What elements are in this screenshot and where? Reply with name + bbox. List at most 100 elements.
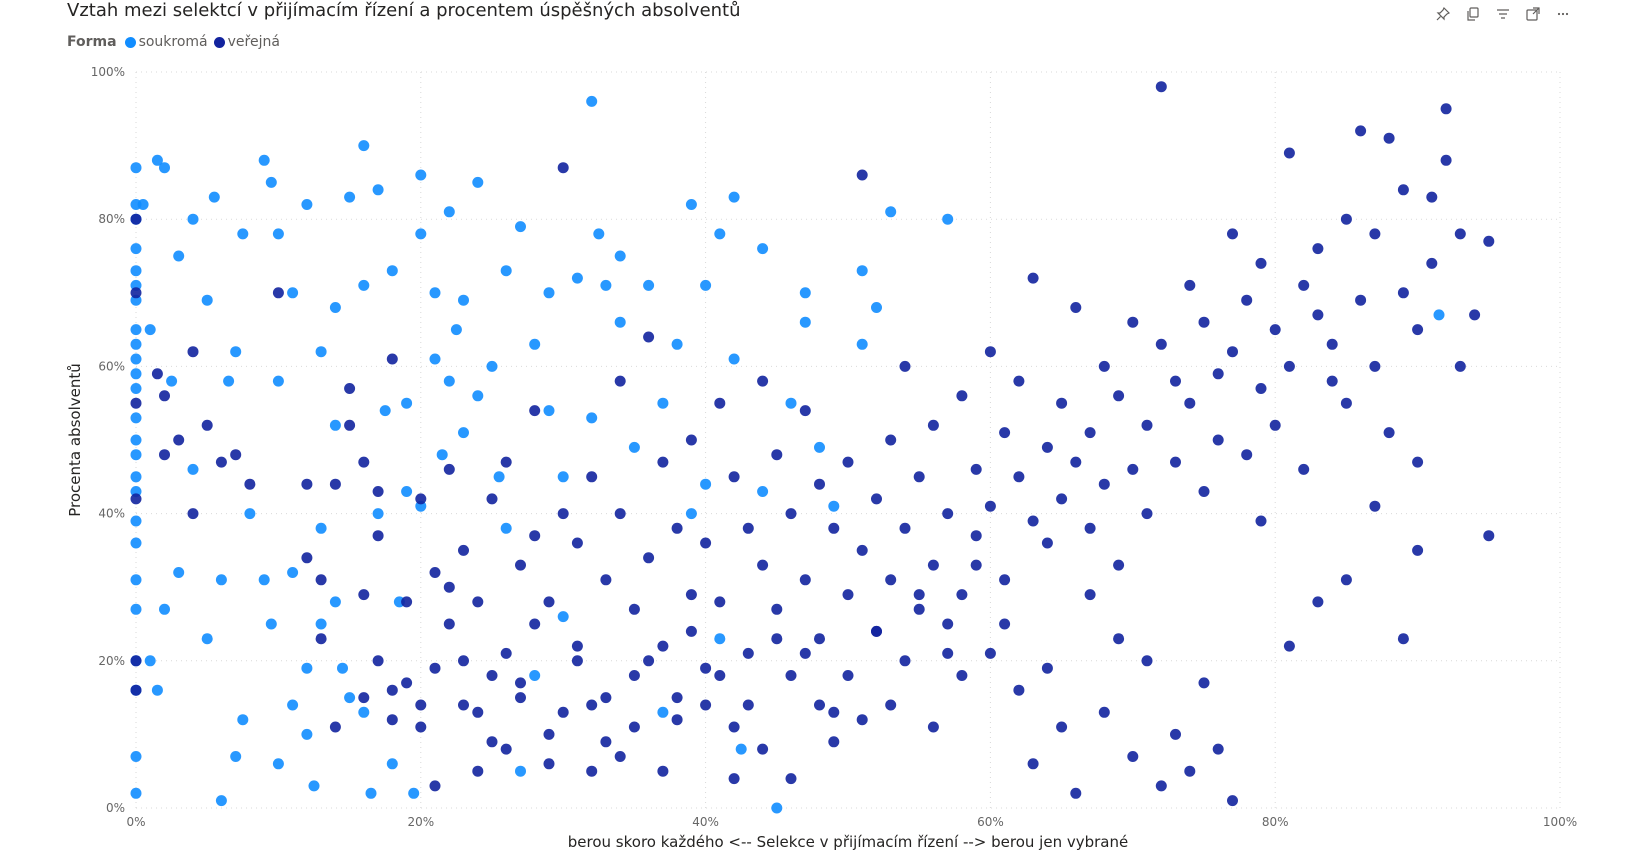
data-point[interactable] xyxy=(714,633,726,645)
data-point[interactable] xyxy=(1340,213,1352,225)
data-point[interactable] xyxy=(230,751,242,762)
data-point[interactable] xyxy=(799,647,811,659)
data-point[interactable] xyxy=(515,765,526,777)
data-point[interactable] xyxy=(1255,383,1267,394)
data-point[interactable] xyxy=(614,751,626,762)
data-point[interactable] xyxy=(1454,228,1466,240)
data-point[interactable] xyxy=(1170,728,1181,740)
data-point[interactable] xyxy=(130,338,142,350)
data-point[interactable] xyxy=(379,405,391,417)
data-point[interactable] xyxy=(529,530,541,542)
data-point[interactable] xyxy=(329,478,341,490)
data-point[interactable] xyxy=(386,353,398,365)
data-point[interactable] xyxy=(956,589,968,601)
data-point[interactable] xyxy=(1155,81,1167,93)
data-point[interactable] xyxy=(144,324,156,336)
data-point[interactable] xyxy=(814,441,825,453)
data-point[interactable] xyxy=(308,780,320,792)
data-point[interactable] xyxy=(571,537,583,549)
data-point[interactable] xyxy=(358,692,370,704)
data-point[interactable] xyxy=(728,721,740,733)
data-point[interactable] xyxy=(643,331,655,343)
data-point[interactable] xyxy=(237,714,249,726)
data-point[interactable] xyxy=(828,500,840,512)
data-point[interactable] xyxy=(685,589,697,601)
data-point[interactable] xyxy=(287,567,299,578)
data-point[interactable] xyxy=(757,559,769,571)
data-point[interactable] xyxy=(272,375,284,387)
data-point[interactable] xyxy=(1027,515,1039,527)
data-point[interactable] xyxy=(1369,360,1381,372)
data-point[interactable] xyxy=(151,154,163,166)
data-point[interactable] xyxy=(700,279,712,291)
data-point[interactable] xyxy=(899,360,911,372)
data-point[interactable] xyxy=(458,699,469,711)
data-point[interactable] xyxy=(799,405,811,417)
data-point[interactable] xyxy=(1326,375,1338,387)
data-point[interactable] xyxy=(344,419,356,431)
data-point[interactable] xyxy=(130,353,142,365)
data-point[interactable] xyxy=(586,699,598,711)
data-point[interactable] xyxy=(408,787,420,799)
data-point[interactable] xyxy=(586,412,598,424)
data-point[interactable] xyxy=(130,751,142,762)
data-point[interactable] xyxy=(337,662,348,674)
data-point[interactable] xyxy=(999,618,1011,630)
data-point[interactable] xyxy=(942,508,954,520)
data-point[interactable] xyxy=(1383,427,1395,439)
data-point[interactable] xyxy=(970,559,982,571)
data-point[interactable] xyxy=(272,758,284,770)
data-point[interactable] xyxy=(1383,132,1395,144)
data-point[interactable] xyxy=(1127,463,1139,475)
data-point[interactable] xyxy=(856,265,868,277)
data-point[interactable] xyxy=(871,302,882,313)
data-point[interactable] xyxy=(714,397,726,409)
data-point[interactable] xyxy=(358,589,370,601)
data-point[interactable] xyxy=(401,397,413,409)
data-point[interactable] xyxy=(856,338,868,350)
data-point[interactable] xyxy=(1184,279,1196,291)
data-point[interactable] xyxy=(372,184,384,196)
data-point[interactable] xyxy=(258,154,270,166)
data-point[interactable] xyxy=(657,397,669,409)
data-point[interactable] xyxy=(700,537,712,549)
data-point[interactable] xyxy=(700,699,712,711)
data-point[interactable] xyxy=(557,706,569,718)
data-point[interactable] xyxy=(159,162,170,174)
data-point[interactable] xyxy=(1212,434,1224,446)
data-point[interactable] xyxy=(386,265,398,277)
data-point[interactable] xyxy=(415,169,427,181)
data-point[interactable] xyxy=(130,265,142,277)
data-point[interactable] xyxy=(472,596,484,608)
data-point[interactable] xyxy=(187,508,199,520)
data-point[interactable] xyxy=(643,552,655,564)
data-point[interactable] xyxy=(1113,559,1125,571)
filter-icon[interactable] xyxy=(1493,4,1513,24)
data-point[interactable] xyxy=(742,522,754,534)
data-point[interactable] xyxy=(486,736,498,748)
data-point[interactable] xyxy=(714,228,726,240)
data-point[interactable] xyxy=(443,463,455,475)
data-point[interactable] xyxy=(628,603,640,615)
data-point[interactable] xyxy=(771,449,783,461)
data-point[interactable] xyxy=(600,574,612,586)
data-point[interactable] xyxy=(215,574,227,586)
data-point[interactable] xyxy=(173,250,185,262)
data-point[interactable] xyxy=(329,721,341,733)
data-point[interactable] xyxy=(1170,456,1181,468)
data-point[interactable] xyxy=(657,765,669,777)
data-point[interactable] xyxy=(543,287,555,299)
data-point[interactable] xyxy=(685,199,697,210)
data-point[interactable] xyxy=(628,721,640,733)
data-point[interactable] xyxy=(472,390,484,402)
data-point[interactable] xyxy=(287,699,299,711)
data-point[interactable] xyxy=(1241,294,1253,306)
data-point[interactable] xyxy=(187,346,199,358)
data-point[interactable] xyxy=(871,493,882,505)
data-point[interactable] xyxy=(1426,191,1438,203)
data-point[interactable] xyxy=(130,471,142,483)
data-point[interactable] xyxy=(130,383,142,394)
data-point[interactable] xyxy=(1227,228,1238,240)
data-point[interactable] xyxy=(871,625,882,637)
data-point[interactable] xyxy=(1198,486,1210,497)
